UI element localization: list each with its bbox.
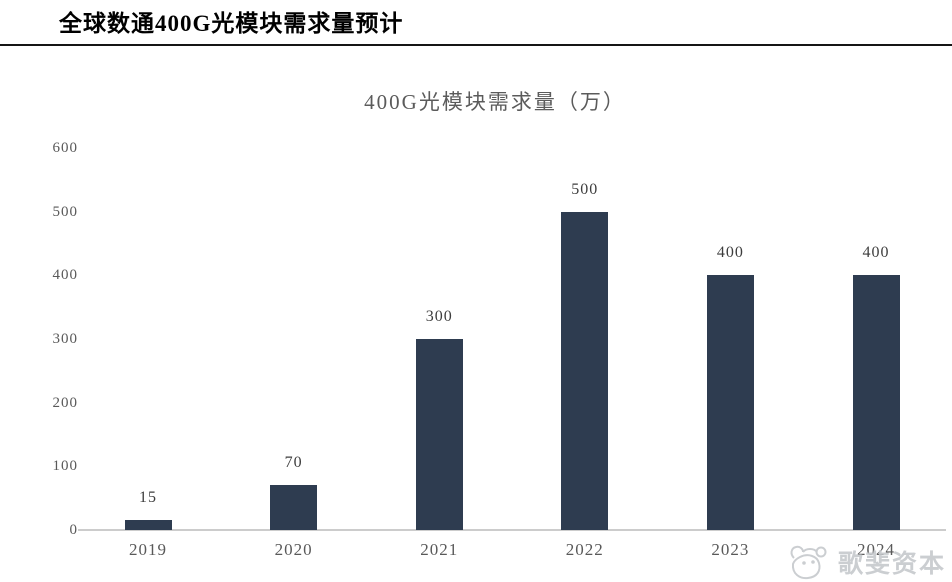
y-axis-tick-label: 600 (52, 140, 78, 156)
bar-2023 (706, 275, 754, 530)
chart-title: 400G光模块需求量（万） (364, 90, 626, 114)
bar-value-label: 400 (862, 244, 890, 262)
x-axis-tick-label: 2024 (857, 540, 895, 559)
x-axis-tick-label: 2023 (711, 540, 750, 559)
y-axis-tick-label: 400 (52, 267, 78, 284)
bar-2021 (415, 339, 463, 530)
bar-value-label: 300 (425, 308, 453, 325)
y-axis-tick-label: 500 (52, 203, 78, 220)
bar-value-label: 70 (284, 454, 303, 472)
bar-2020 (270, 485, 318, 530)
page-title: 全球数通400G光模块需求量预计 (59, 11, 404, 36)
bar-2024 (852, 275, 900, 530)
bar-value-label: 400 (716, 244, 744, 262)
bar-2019 (124, 520, 172, 530)
bar-value-label: 15 (139, 489, 157, 507)
x-axis-tick-label: 2020 (274, 540, 313, 559)
y-axis-tick-label: 300 (52, 331, 78, 347)
x-axis-tick-label: 2021 (420, 540, 459, 559)
bar-2022 (561, 211, 609, 530)
bar-value-label: 500 (571, 180, 599, 198)
header-divider (0, 44, 952, 46)
y-axis-tick-label: 200 (52, 394, 78, 411)
watermark-text: 歌斐资本 (837, 551, 946, 578)
y-axis-tick-label: 100 (52, 458, 78, 475)
watermark: 歌斐资本 (788, 544, 946, 580)
x-axis-tick-label: 2019 (129, 540, 167, 559)
x-axis-tick-label: 2022 (565, 540, 604, 559)
y-axis-tick-label: 0 (69, 522, 78, 538)
gopher-logo-icon (788, 544, 830, 580)
x-axis-line (78, 529, 946, 531)
